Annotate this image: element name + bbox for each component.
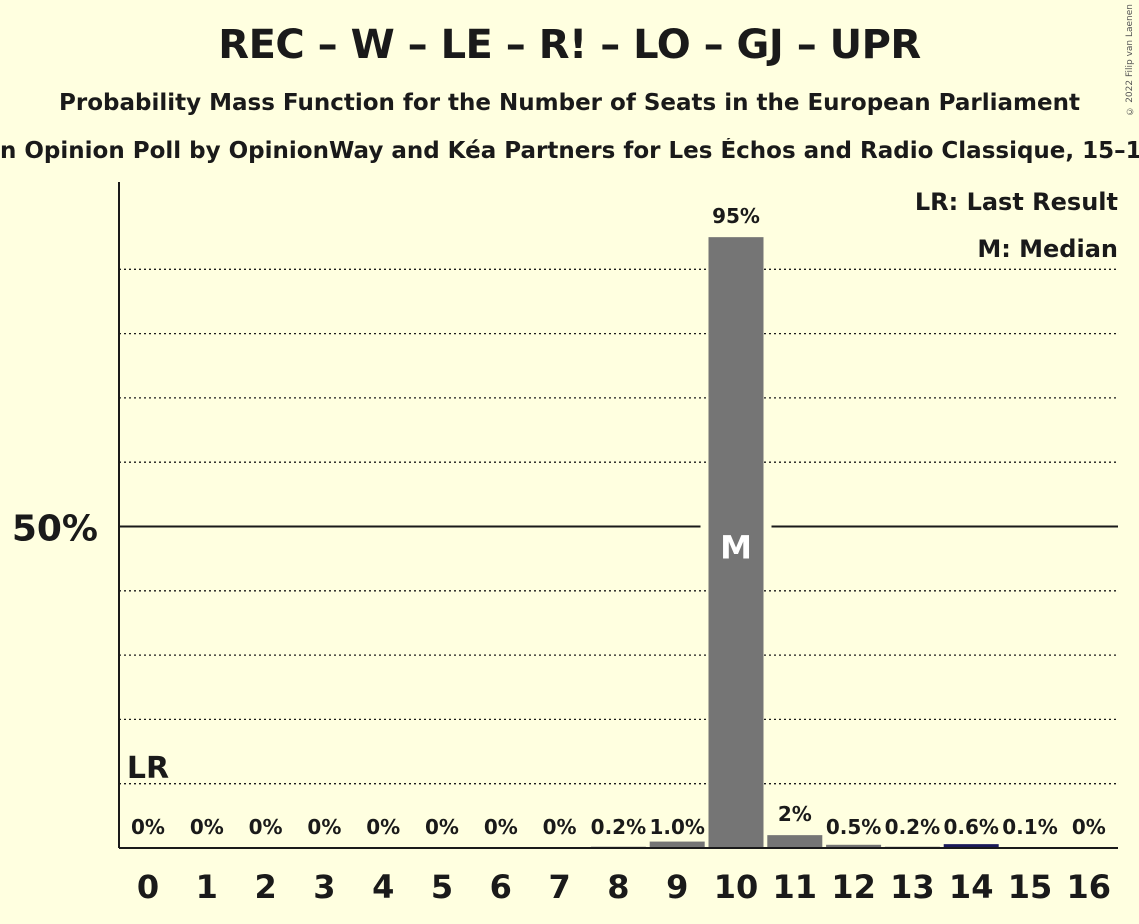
x-tick-label: 11 — [773, 868, 818, 906]
x-tick-label: 4 — [372, 868, 394, 906]
x-tick-label: 9 — [666, 868, 688, 906]
x-tick-label: 3 — [313, 868, 335, 906]
legend-last-result: LR: Last Result — [915, 188, 1118, 216]
x-tick-label: 12 — [831, 868, 876, 906]
data-label: 0% — [1072, 815, 1106, 839]
x-tick-label: 1 — [196, 868, 218, 906]
last-result-marker: LR — [127, 751, 169, 786]
x-tick-label: 7 — [548, 868, 570, 906]
bar-10 — [708, 237, 764, 848]
poll-description: n Opinion Poll by OpinionWay and Kéa Par… — [0, 138, 1139, 164]
median-gap-left — [700, 525, 709, 528]
data-label: 0.1% — [1002, 815, 1057, 839]
bar-12 — [826, 844, 882, 848]
data-label: 2% — [778, 802, 812, 826]
x-tick-label: 10 — [714, 868, 759, 906]
chart-title: REC – W – LE – R! – LO – GJ – UPR — [218, 22, 921, 68]
x-tick-label: 2 — [254, 868, 276, 906]
data-label: 0% — [543, 815, 577, 839]
x-tick-label: 13 — [890, 868, 935, 906]
data-label: 0.6% — [943, 815, 998, 839]
data-label: 0% — [249, 815, 283, 839]
bar-9 — [649, 841, 705, 848]
x-tick-label: 14 — [949, 868, 994, 906]
data-label: 0% — [425, 815, 459, 839]
data-label: 0.2% — [591, 815, 646, 839]
bars — [590, 237, 1058, 848]
axes: 50%0 1 2 3 4 5 6 7 8 9 10 11 12 13 14 15 16 — [12, 182, 1118, 906]
y-tick-label: 50% — [12, 509, 98, 550]
gridlines — [119, 268, 1118, 785]
data-label: 1.0% — [649, 815, 704, 839]
median-gap-right — [763, 525, 772, 528]
data-label: 95% — [712, 204, 760, 228]
x-tick-label: 16 — [1067, 868, 1112, 906]
bar-14 — [943, 844, 999, 848]
data-label: 0% — [307, 815, 341, 839]
legend-median: M: Median — [977, 235, 1118, 263]
data-label: 0% — [190, 815, 224, 839]
x-tick-label: 6 — [490, 868, 512, 906]
data-label: 0.5% — [826, 815, 881, 839]
median-marker: M — [720, 529, 752, 567]
x-tick-label: 8 — [607, 868, 629, 906]
data-label: 0% — [366, 815, 400, 839]
x-tick-label: 5 — [431, 868, 453, 906]
x-tick-label: 15 — [1008, 868, 1053, 906]
chart-subtitle: Probability Mass Function for the Number… — [59, 90, 1080, 116]
x-tick-label: 0 — [137, 868, 159, 906]
data-labels: 0% 0% 0% 0% 0% 0% 0% 0% 0.2% 1.0%95%2%0.5% 0.2% 0.6… — [127, 204, 1106, 839]
bar-11 — [767, 835, 823, 848]
data-label: 0.2% — [885, 815, 940, 839]
data-label: 0% — [131, 815, 165, 839]
data-label: 0% — [484, 815, 518, 839]
